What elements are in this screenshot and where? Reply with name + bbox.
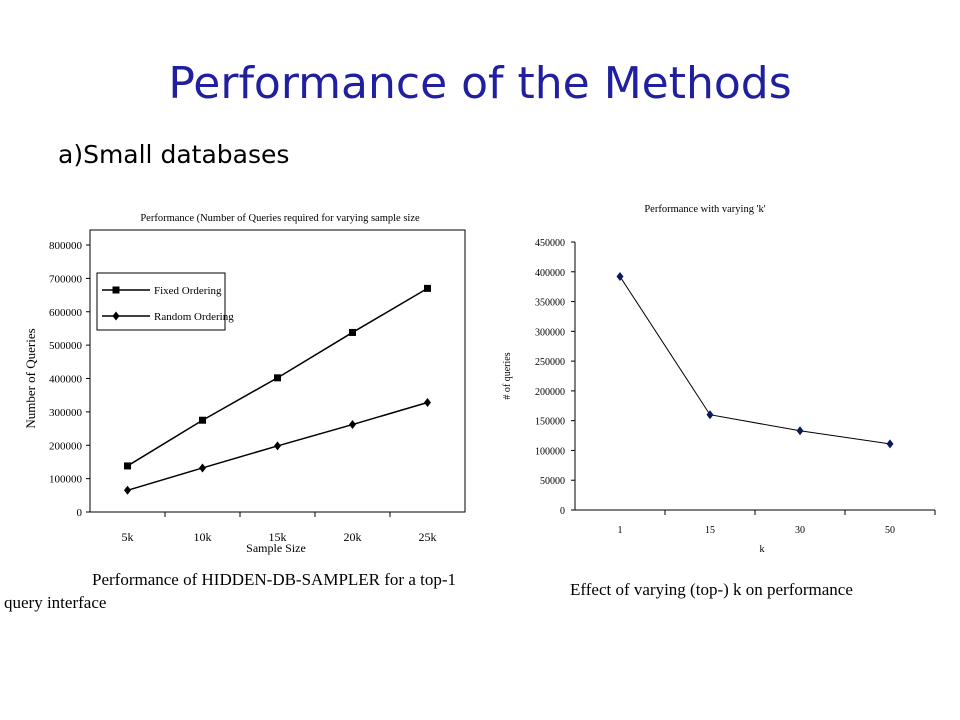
y-tick-label: 250000 [535, 357, 565, 368]
x-tick-label: 15 [705, 525, 715, 536]
data-point [886, 439, 894, 449]
x-tick-label: 15k [269, 530, 287, 544]
data-point [124, 485, 131, 495]
x-axis-label: Sample Size [246, 541, 306, 555]
data-point [199, 416, 206, 424]
caption-left-line1: Performance of HIDDEN-DB-SAMPLER for a t… [92, 570, 457, 589]
data-point [424, 398, 431, 408]
x-tick-label: 30 [795, 525, 805, 536]
plot-frame [89, 229, 466, 513]
y-tick-label: 600000 [49, 307, 83, 319]
legend-box [96, 272, 226, 331]
legend-marker [112, 286, 120, 294]
legend-label: Random Ordering [154, 311, 234, 323]
data-point [199, 463, 206, 473]
y-tick-label: 500000 [49, 340, 83, 352]
y-tick-label: 200000 [535, 387, 565, 398]
y-tick-label: 50000 [540, 476, 565, 487]
y-tick-label: 150000 [535, 417, 565, 428]
y-axis-label: # of queries [502, 352, 513, 399]
chart-title: Performance (Number of Queries required … [140, 213, 420, 224]
data-point [274, 441, 281, 451]
legend-label: Fixed Ordering [154, 285, 222, 297]
x-tick-label: 5k [122, 530, 134, 544]
y-tick-label: 700000 [49, 273, 83, 285]
series-line [619, 276, 891, 445]
y-tick-label: 200000 [49, 440, 83, 452]
data-point [616, 272, 624, 282]
x-tick-label: 20k [344, 530, 362, 544]
caption-left-line2: query interface [4, 593, 107, 612]
y-tick-label: 100000 [49, 474, 83, 486]
y-tick-label: 400000 [535, 268, 565, 279]
slide-title: Performance of the Methods [168, 58, 792, 109]
chart-varying-k: Performance with varying 'k' 0 50000 100000… [502, 204, 936, 555]
data-point [349, 328, 356, 336]
legend-marker [112, 311, 120, 321]
data-point [349, 420, 356, 430]
y-tick-label: 0 [560, 506, 565, 517]
data-point [796, 426, 804, 436]
x-tick-label: 25k [419, 530, 437, 544]
slide-subtitle: a)Small databases [58, 140, 290, 169]
y-axis-label: Number of Queries [23, 328, 38, 428]
y-tick-label: 450000 [535, 238, 565, 249]
y-tick-label: 400000 [49, 374, 83, 386]
y-tick-label: 350000 [535, 298, 565, 309]
y-tick-label: 800000 [49, 240, 83, 252]
chart-sample-size: Performance (Number of Queries required … [23, 213, 466, 555]
chart-title: Performance with varying 'k' [644, 204, 765, 215]
x-axis-label: k [760, 544, 765, 555]
x-tick-label: 50 [885, 525, 895, 536]
data-point [124, 462, 131, 470]
y-tick-label: 100000 [535, 446, 565, 457]
data-point [706, 410, 714, 420]
y-tick-label: 0 [77, 507, 83, 519]
data-point [424, 284, 431, 292]
y-tick-label: 300000 [535, 327, 565, 338]
x-tick-label: 10k [194, 530, 212, 544]
data-point [274, 374, 281, 382]
caption-right: Effect of varying (top-) k on performanc… [570, 580, 853, 599]
y-tick-label: 300000 [49, 407, 83, 419]
x-tick-label: 1 [618, 525, 623, 536]
